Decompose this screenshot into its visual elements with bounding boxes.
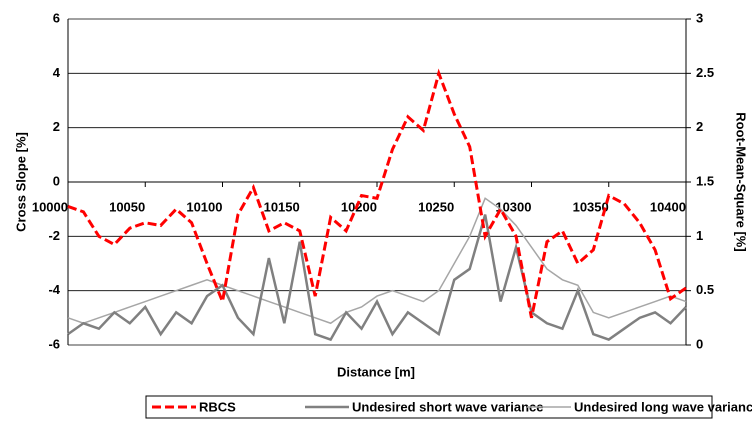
y2-tick-label: 1 [696,228,703,243]
x-tick-label: 10100 [186,199,222,214]
y2-tick-label: 3 [696,10,703,25]
series-line [67,214,687,342]
y2-tick-label: 2.5 [696,65,714,80]
x-tick-label: 10050 [109,199,145,214]
x-tick-label: 10200 [341,199,377,214]
y-tick-label: -2 [48,228,60,243]
y-axis-title: Cross Slope [%] [13,132,28,232]
y2-tick-label: 2 [696,119,703,134]
y-tick-label: 6 [53,10,60,25]
series-line [67,197,687,325]
y2-tick-label: 0.5 [696,282,714,297]
y-tick-label: -6 [48,336,60,351]
legend-box [145,395,713,419]
x-tick-label: 10000 [32,199,68,214]
x-tick-label: 10250 [418,199,454,214]
y-tick-label: 4 [53,65,61,80]
x-tick-label: 10300 [495,199,531,214]
legend-label: Undesired short wave variance [352,399,543,414]
y2-axis-title: Root-Mean-Square [%] [734,112,749,251]
y2-tick-label: 0 [696,336,703,351]
x-axis-title: Distance [m] [337,364,415,379]
y-tick-label: -4 [48,282,60,297]
y-tick-label: 2 [53,119,60,134]
legend-label: RBCS [199,399,236,414]
series-line [67,68,687,319]
y2-tick-label: 1.5 [696,173,714,188]
x-tick-label: 10350 [573,199,609,214]
y-tick-label: 0 [53,173,60,188]
legend-label: Undesired long wave variance [574,399,752,414]
x-tick-label: 10150 [264,199,300,214]
x-tick-label: 10400 [650,199,686,214]
